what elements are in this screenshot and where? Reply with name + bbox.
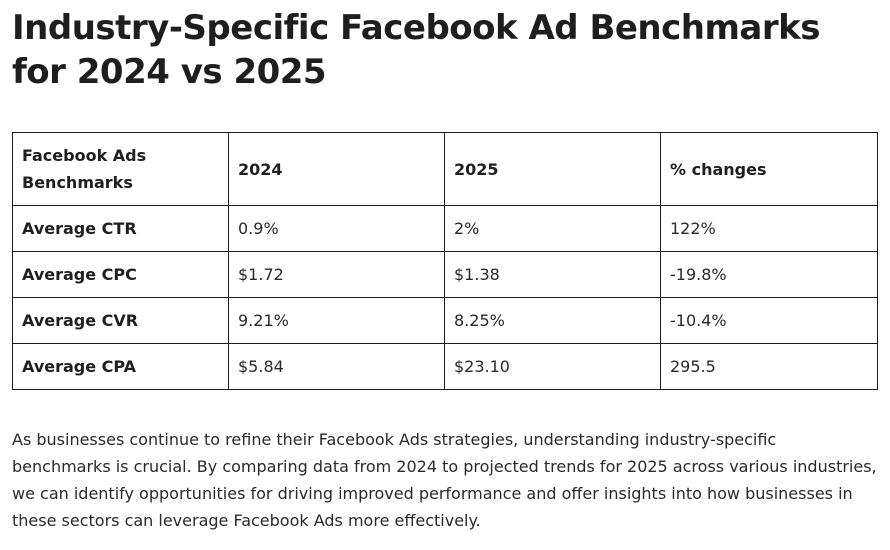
table-row: Average CTR 0.9% 2% 122%: [12, 205, 878, 252]
cell-ctr-2025: 2%: [444, 205, 661, 252]
cell-cpa-change: 295.5: [660, 343, 878, 390]
table-row: Average CVR 9.21% 8.25% -10.4%: [12, 297, 878, 344]
header-2025: 2025: [444, 132, 661, 206]
intro-paragraph: As businesses continue to refine their F…: [12, 430, 877, 530]
header-percent-changes: % changes: [660, 132, 878, 206]
row-label-cvr: Average CVR: [12, 297, 229, 344]
row-label-ctr: Average CTR: [12, 205, 229, 252]
table-header-row: Facebook Ads Benchmarks 2024 2025 % chan…: [12, 132, 878, 206]
row-label-cpc: Average CPC: [12, 251, 229, 298]
cell-ctr-change: 122%: [660, 205, 878, 252]
cell-cvr-2024: 9.21%: [228, 297, 445, 344]
cell-cpc-change: -19.8%: [660, 251, 878, 298]
row-label-cpa: Average CPA: [12, 343, 229, 390]
cell-cvr-change: -10.4%: [660, 297, 878, 344]
benchmarks-table: Facebook Ads Benchmarks 2024 2025 % chan…: [12, 132, 878, 390]
cell-ctr-2024: 0.9%: [228, 205, 445, 252]
cell-cpc-2024: $1.72: [228, 251, 445, 298]
table-row: Average CPA $5.84 $23.10 295.5: [12, 343, 878, 390]
page-title: Industry-Specific Facebook Ad Benchmarks…: [12, 8, 820, 92]
cell-cpc-2025: $1.38: [444, 251, 661, 298]
table-row: Average CPC $1.72 $1.38 -19.8%: [12, 251, 878, 298]
cell-cpa-2025: $23.10: [444, 343, 661, 390]
cell-cpa-2024: $5.84: [228, 343, 445, 390]
header-benchmarks: Facebook Ads Benchmarks: [12, 132, 229, 206]
header-2024: 2024: [228, 132, 445, 206]
cell-cvr-2025: 8.25%: [444, 297, 661, 344]
